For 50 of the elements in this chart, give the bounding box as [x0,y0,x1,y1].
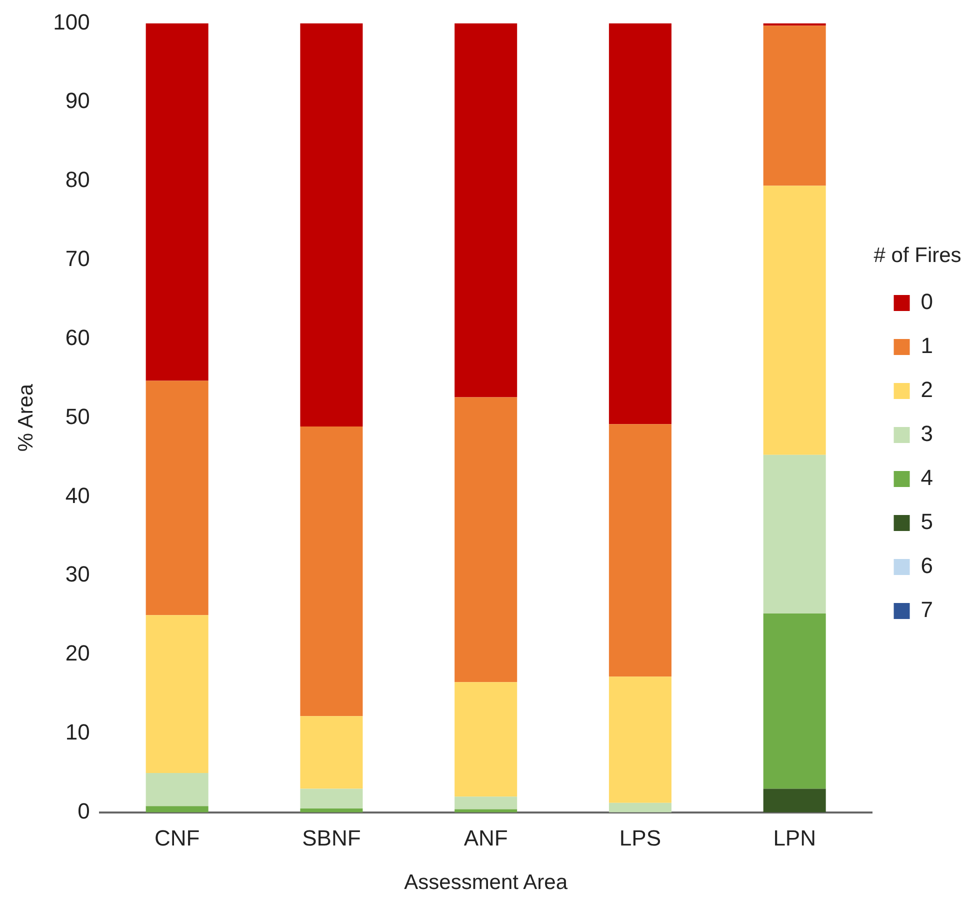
bar [454,397,518,682]
bar [300,426,363,716]
bar [763,614,826,789]
bar [300,716,363,789]
y-tick-label: 100 [53,9,90,34]
legend-label: 2 [920,377,934,402]
bar [300,788,363,808]
legend-title: # of Fires [874,244,962,268]
bar [763,454,826,614]
legend-label: 3 [920,421,934,446]
legend-label: 5 [920,509,934,534]
bar [763,788,826,812]
x-tick-label: SBNF [302,826,361,851]
y-axis-title: % Area [14,384,38,452]
y-tick-label: 10 [65,720,90,745]
legend-label: 7 [920,597,934,622]
bar [608,424,672,677]
bar [146,615,208,773]
bar [146,772,208,806]
bar [454,23,518,398]
legend-label: 1 [920,333,934,358]
x-tick-label: LPN [773,826,816,851]
x-tick-label: LPS [619,826,662,851]
bar [454,796,518,810]
y-tick-label: 80 [65,167,90,192]
x-tick-label: ANF [464,826,508,851]
y-tick-label: 90 [65,88,90,114]
y-tick-label: 70 [65,246,90,272]
x-axis-title: Assessment Area [404,871,568,894]
bar [146,23,208,381]
x-tick-label: CNF [154,826,200,851]
bar [608,676,672,803]
y-tick-label: 50 [65,404,90,429]
bar [300,23,363,426]
bar [454,682,518,797]
bar [763,26,826,186]
bar [763,186,826,455]
bar [146,806,208,812]
bar [454,809,518,812]
legend-label: 4 [920,465,934,490]
legend-label: 0 [920,289,934,314]
bar [608,802,672,812]
y-tick-label: 20 [65,640,90,666]
bar [608,23,672,424]
y-tick-label: 60 [65,324,90,350]
bar [146,380,208,616]
y-tick-label: 30 [65,562,90,587]
y-tick-label: 40 [65,482,90,508]
legend-label: 6 [920,553,934,578]
y-tick-label: 0 [78,798,90,824]
